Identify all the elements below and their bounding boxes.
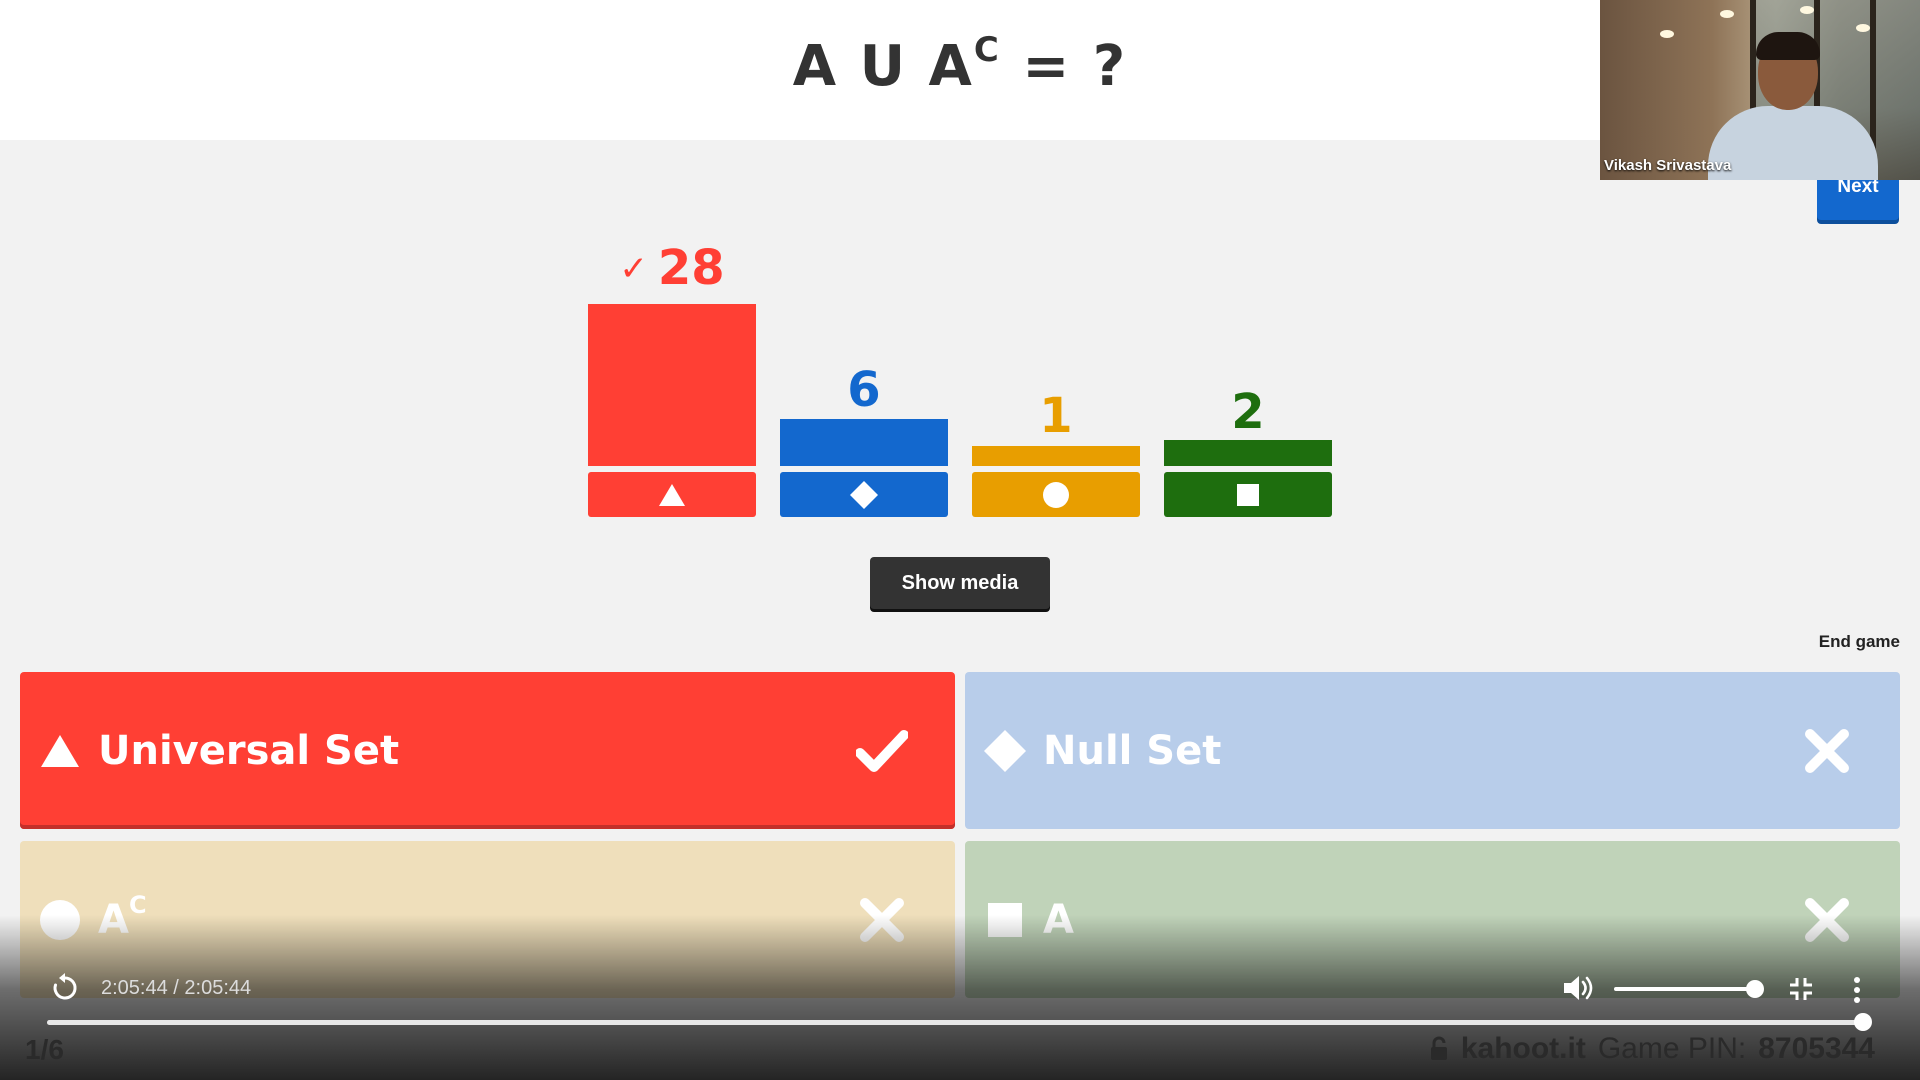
- site-name: kahoot.it: [1460, 1032, 1586, 1065]
- triangle-icon: [38, 729, 82, 773]
- result-base: [1164, 472, 1332, 517]
- answer-label: Universal Set: [98, 727, 400, 774]
- result-count: 6: [847, 362, 881, 418]
- more-options-icon[interactable]: [1845, 975, 1869, 1005]
- question-counter: 1/6: [25, 1034, 64, 1065]
- presenter-name: Vikash Srivastava: [1604, 157, 1732, 174]
- square-icon: [1237, 483, 1259, 506]
- replay-icon[interactable]: [50, 973, 80, 1003]
- diamond-icon: [850, 480, 878, 509]
- answer-label: Null Set: [1043, 727, 1222, 774]
- seek-bar-handle[interactable]: [1854, 1013, 1872, 1031]
- triangle-icon: [659, 483, 685, 506]
- game-pin-area: kahoot.it Game PIN: 8705344: [1429, 1032, 1875, 1066]
- diamond-icon: [983, 729, 1027, 773]
- volume-icon[interactable]: [1562, 973, 1596, 1003]
- show-media-button[interactable]: Show media: [870, 557, 1050, 609]
- question-title: A U AC = ?: [792, 30, 1128, 99]
- result-fill: [780, 419, 948, 466]
- presenter-webcam: Vikash Srivastava: [1600, 0, 1920, 180]
- result-fill: [588, 304, 756, 466]
- result-base: [780, 472, 948, 517]
- volume-slider-handle[interactable]: [1746, 980, 1764, 998]
- end-game-link[interactable]: End game: [1818, 632, 1900, 651]
- circle-icon: [1043, 481, 1069, 508]
- volume-slider-track[interactable]: [1614, 987, 1756, 991]
- cross-icon: [1800, 724, 1854, 778]
- result-fill: [1164, 440, 1332, 466]
- result-fill: [972, 446, 1140, 466]
- result-count: 2: [1231, 384, 1265, 440]
- lock-icon: [1430, 1036, 1447, 1060]
- result-base: [588, 472, 756, 517]
- game-pin-label: Game PIN:: [1597, 1032, 1747, 1065]
- answer-universal-set: Universal Set: [20, 672, 955, 829]
- game-pin: 8705344: [1758, 1032, 1875, 1065]
- result-base: [972, 472, 1140, 517]
- checkmark-icon: [855, 724, 909, 778]
- result-count: ✓ 28: [619, 240, 725, 296]
- seek-bar-progress: [47, 1020, 1863, 1025]
- result-count: 1: [1039, 388, 1073, 444]
- answer-null-set: Null Set: [965, 672, 1900, 829]
- player-controls-overlay: [0, 915, 1920, 1080]
- correct-check-icon: ✓: [619, 249, 648, 289]
- exit-fullscreen-icon[interactable]: [1788, 976, 1814, 1002]
- playback-time: 2:05:44 / 2:05:44: [101, 977, 252, 999]
